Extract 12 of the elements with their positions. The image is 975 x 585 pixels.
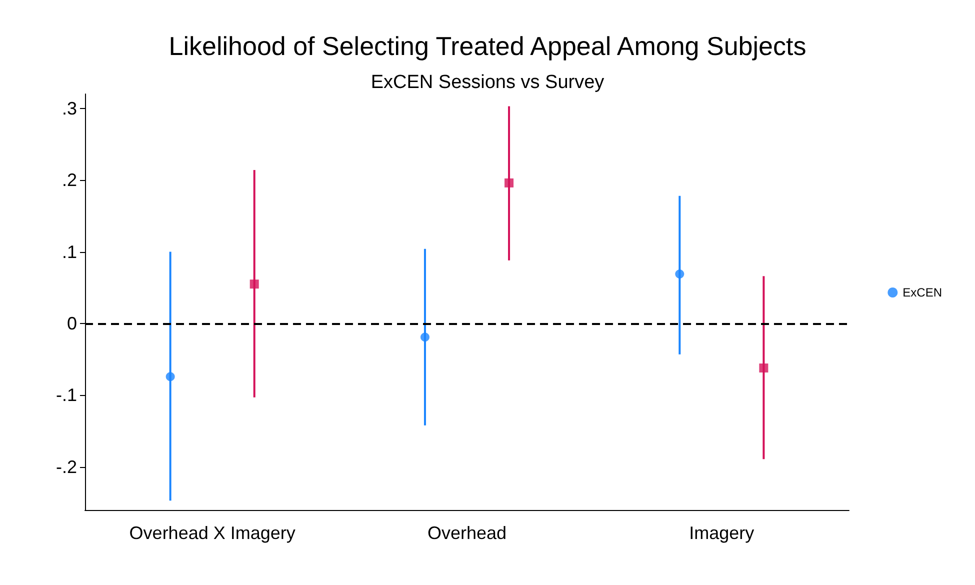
y-tick-label: 0 (66, 314, 77, 334)
x-tick-label: Overhead X Imagery (129, 523, 296, 543)
y-tick-label: .3 (62, 98, 77, 118)
y-tick-label: .1 (62, 242, 77, 262)
legend-label: ExCEN (902, 286, 942, 300)
y-tick-label: -.1 (56, 385, 77, 406)
x-tick-label: Overhead (427, 523, 507, 543)
x-tick-label: Imagery (689, 523, 754, 543)
chart-title: Likelihood of Selecting Treated Appeal Among Subjects (168, 31, 806, 61)
y-tick-label: .2 (62, 170, 77, 190)
y-tick-label: -.2 (56, 456, 77, 477)
chart-subtitle: ExCEN Sessions vs Survey (370, 72, 605, 93)
